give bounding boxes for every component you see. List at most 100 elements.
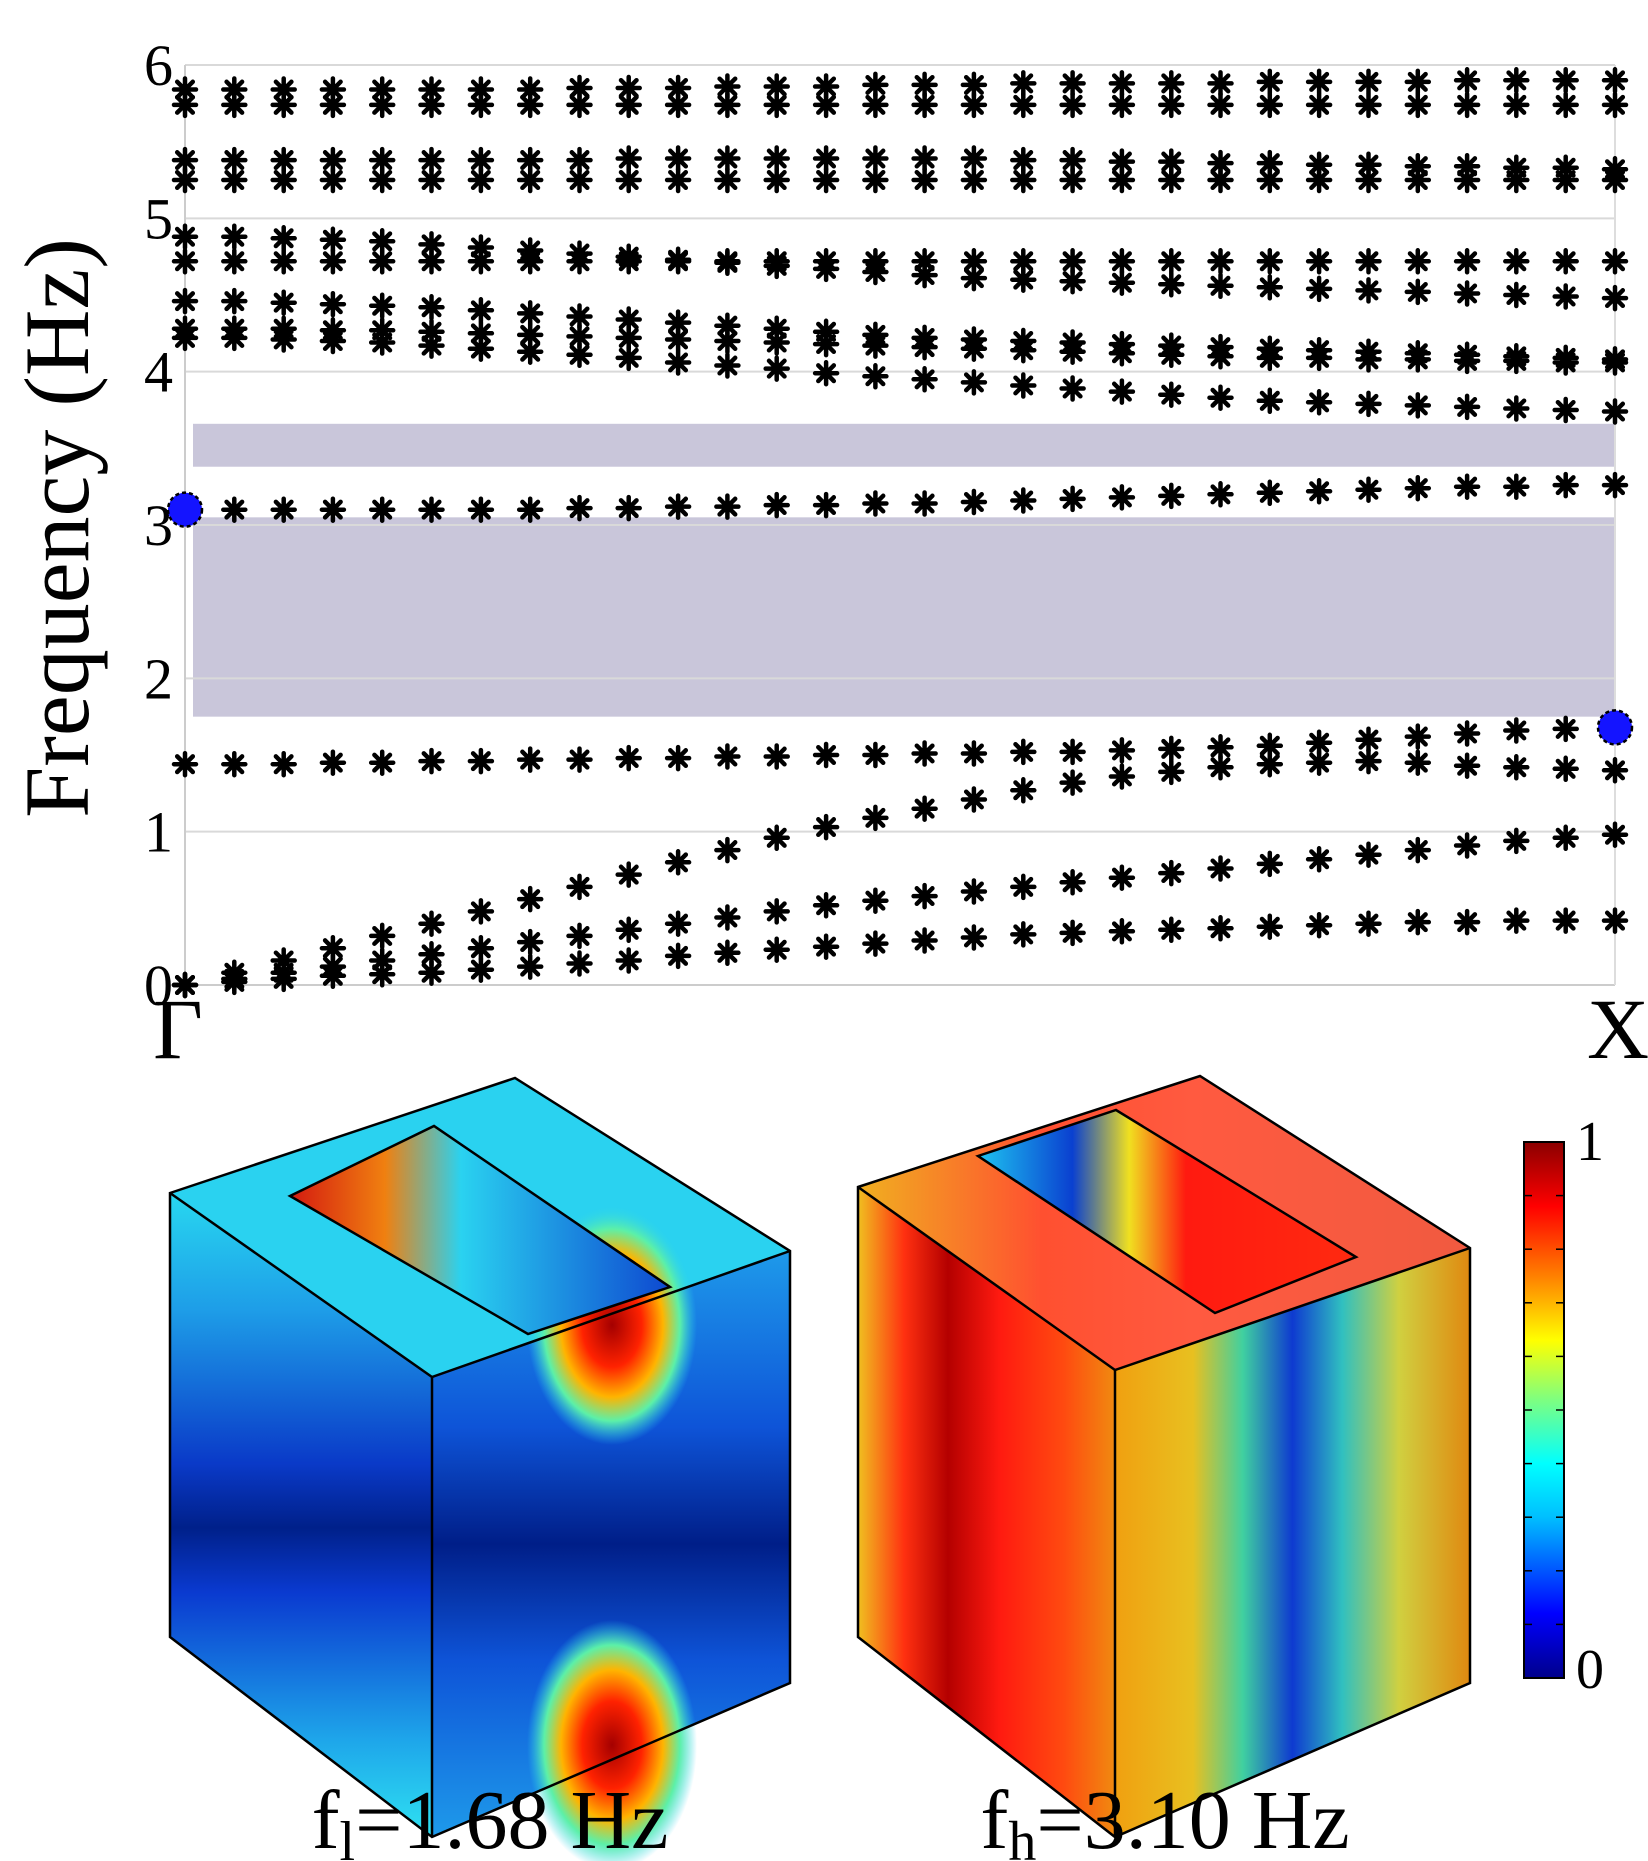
- data-point: [812, 813, 840, 841]
- data-point: [270, 248, 297, 275]
- data-point: [1256, 149, 1284, 177]
- data-point: [1256, 479, 1284, 507]
- data-point: [270, 750, 297, 778]
- data-point: [1010, 777, 1037, 804]
- data-point: [1108, 248, 1136, 275]
- hot-spot-lower: [527, 1620, 697, 1861]
- data-point: [615, 74, 642, 102]
- data-point: [221, 146, 248, 174]
- data-point: [1453, 280, 1481, 307]
- data-point: [714, 145, 741, 172]
- data-point: [1059, 248, 1086, 275]
- data-point: [1503, 91, 1530, 119]
- mode-shape-high: [856, 1074, 1472, 1839]
- data-point: [368, 922, 396, 950]
- data-point: [1601, 821, 1629, 848]
- data-point: [1059, 738, 1086, 766]
- data-point: [911, 324, 938, 352]
- data-point: [516, 746, 544, 773]
- data-point: [368, 146, 396, 174]
- data-point: [516, 91, 544, 119]
- cube-left-face: [858, 1187, 1115, 1837]
- data-point: [1453, 393, 1481, 421]
- data-point: [763, 166, 790, 194]
- data-point: [171, 315, 199, 342]
- data-point: [862, 930, 889, 957]
- data-point: [418, 146, 445, 174]
- data-point: [418, 231, 445, 258]
- data-point: [1552, 396, 1579, 424]
- data-point: [1404, 248, 1432, 275]
- data-point: [1108, 166, 1136, 194]
- data-point: [1207, 734, 1234, 761]
- data-point: [221, 496, 248, 523]
- cube-slot: [978, 1110, 1356, 1313]
- data-point: [1453, 908, 1481, 936]
- data-point: [1256, 850, 1284, 878]
- data-point: [1305, 478, 1333, 505]
- data-point: [516, 300, 544, 327]
- band-gap-0: [193, 517, 1615, 717]
- data-point: [812, 741, 840, 769]
- data-point: [1552, 91, 1579, 119]
- data-point: [1305, 275, 1333, 303]
- data-point: [763, 145, 790, 172]
- data-point: [1305, 911, 1333, 939]
- data-point: [1256, 750, 1284, 778]
- data-point: [1404, 340, 1432, 367]
- highlighted-mode-point: [166, 491, 204, 528]
- data-point: [1108, 148, 1136, 175]
- data-point: [1355, 277, 1382, 304]
- data-point: [1453, 720, 1481, 747]
- data-point: [664, 145, 692, 172]
- data-point: [270, 146, 297, 174]
- data-point: [171, 223, 199, 250]
- data-point: [1404, 723, 1432, 750]
- data-point: [960, 488, 988, 516]
- data-point: [467, 297, 495, 324]
- data-point: [615, 494, 642, 522]
- data-point: [1404, 152, 1432, 180]
- data-point: [1207, 481, 1234, 508]
- data-point: [1552, 283, 1579, 310]
- data-point: [1305, 68, 1333, 96]
- data-point: [812, 318, 840, 346]
- data-point: [1108, 269, 1136, 296]
- data-point: [1503, 154, 1530, 181]
- data-point: [664, 166, 692, 194]
- data-point: [1355, 338, 1382, 365]
- data-point: [714, 493, 741, 520]
- cube-slot-outline: [287, 1124, 673, 1336]
- data-point: [911, 91, 938, 119]
- data-point: [812, 255, 840, 283]
- data-point: [714, 91, 741, 119]
- y-tick-label: 2: [144, 646, 173, 711]
- data-point: [960, 264, 988, 292]
- data-point: [862, 258, 889, 286]
- data-point: [911, 795, 938, 822]
- data-point: [1256, 91, 1284, 119]
- data-point: [516, 237, 544, 264]
- data-point: [960, 166, 988, 194]
- data-point: [1010, 487, 1037, 514]
- data-point: [1108, 330, 1136, 358]
- data-point: [368, 317, 396, 344]
- data-point: [566, 166, 593, 194]
- data-point: [911, 882, 938, 910]
- data-point: [862, 741, 889, 769]
- data-point: [319, 749, 347, 776]
- data-point: [368, 228, 396, 255]
- data-point: [664, 91, 692, 119]
- data-point: [1503, 67, 1530, 94]
- data-point: [319, 290, 347, 318]
- data-point: [812, 491, 840, 519]
- data-point: [960, 71, 988, 99]
- data-point: [911, 145, 938, 172]
- data-point: [1207, 91, 1234, 119]
- data-point: [516, 496, 544, 523]
- data-point: [516, 338, 544, 365]
- data-point: [319, 953, 347, 980]
- data-point: [1355, 747, 1382, 775]
- data-point: [812, 892, 840, 919]
- data-point: [1207, 855, 1234, 882]
